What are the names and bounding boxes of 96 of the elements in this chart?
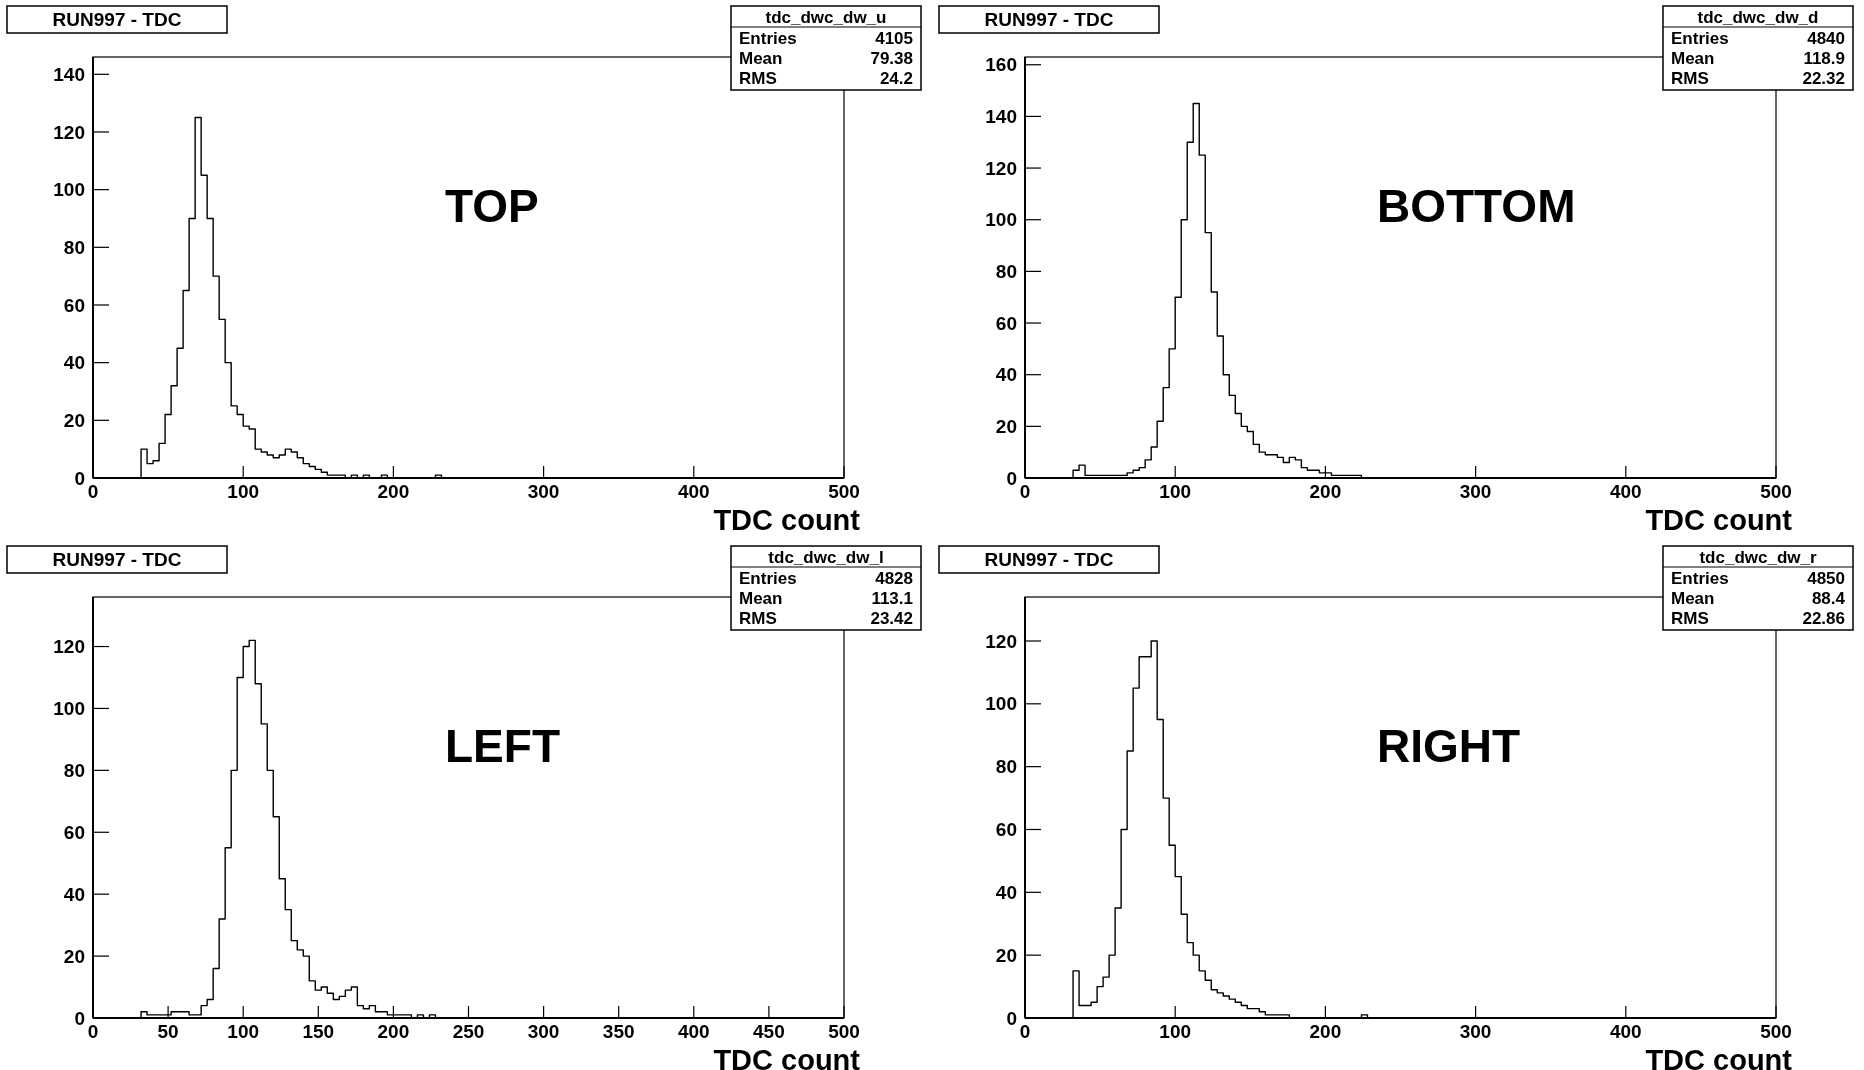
y-tick-label: 100 bbox=[53, 698, 85, 720]
x-tick-label: 100 bbox=[1159, 481, 1192, 502]
text: 113.1 bbox=[871, 589, 913, 608]
y-tick-label: 100 bbox=[985, 209, 1017, 231]
y-tick-label: 60 bbox=[995, 312, 1017, 334]
text: 88.4 bbox=[1811, 589, 1846, 608]
x-tick-label: 300 bbox=[1459, 1021, 1492, 1042]
x-tick-label: 250 bbox=[452, 1021, 485, 1042]
y-tick-label: 40 bbox=[995, 881, 1017, 903]
annotation: Mean bbox=[739, 589, 783, 608]
y-tick-label: 80 bbox=[63, 760, 85, 781]
x-tick-label: 50 bbox=[157, 1021, 179, 1042]
x-tick-label: 200 bbox=[1309, 481, 1342, 502]
x-tick-label: 500 bbox=[828, 1021, 860, 1042]
y-tick-label: 60 bbox=[63, 821, 85, 843]
text: 4105 bbox=[875, 29, 913, 48]
x-tick-label: 100 bbox=[227, 1021, 260, 1042]
x-tick-label: 500 bbox=[1760, 1021, 1792, 1042]
x-axis-title: TDC count bbox=[713, 504, 861, 536]
x-tick-label: 450 bbox=[753, 1021, 785, 1042]
text: 22.32 bbox=[1802, 69, 1845, 88]
x-tick-label: 300 bbox=[527, 481, 560, 502]
x-tick-label: 350 bbox=[602, 1021, 635, 1042]
x-tick-label: 400 bbox=[677, 1021, 710, 1042]
chart-title: RUN997 - TDC bbox=[52, 549, 182, 570]
text: 24.2 bbox=[879, 69, 913, 88]
x-tick-label: 400 bbox=[1609, 1021, 1642, 1042]
text: Entries bbox=[739, 29, 797, 48]
y-tick-label: 80 bbox=[63, 236, 85, 258]
y-tick-label: 20 bbox=[995, 415, 1017, 437]
annotation: RMS bbox=[1671, 609, 1709, 628]
x-tick-label: 150 bbox=[302, 1021, 335, 1042]
x-axis-title: TDC count bbox=[713, 1044, 861, 1070]
x-tick-label: 400 bbox=[1609, 481, 1642, 502]
y-tick-label: 120 bbox=[53, 636, 85, 658]
text: 118.9 bbox=[1803, 49, 1845, 68]
y-tick-label: 80 bbox=[995, 261, 1017, 283]
annotation: LEFT bbox=[445, 720, 560, 772]
text: Entries bbox=[739, 569, 797, 588]
x-tick-label: 200 bbox=[377, 481, 410, 502]
x-tick-label: 500 bbox=[1760, 481, 1792, 502]
x-tick-label: 200 bbox=[377, 1021, 410, 1042]
chart-subtitle: tdc_dwc_dw_r bbox=[1699, 548, 1817, 567]
chart-subtitle: tdc_dwc_dw_l bbox=[768, 548, 884, 567]
x-tick-label: 0 bbox=[1019, 481, 1031, 502]
annotation: RMS bbox=[1671, 69, 1709, 88]
x-tick-label: 0 bbox=[1019, 1021, 1031, 1042]
annotation: Mean bbox=[1671, 589, 1715, 608]
annotation: Mean bbox=[739, 49, 783, 68]
text: 4828 bbox=[875, 569, 913, 588]
y-tick-label: 120 bbox=[53, 121, 85, 143]
chart-subtitle: tdc_dwc_dw_u bbox=[765, 8, 887, 27]
x-tick-label: 0 bbox=[87, 1021, 99, 1042]
y-tick-label: 20 bbox=[63, 945, 85, 967]
x-tick-label: 500 bbox=[828, 481, 860, 502]
y-tick-label: 40 bbox=[63, 352, 85, 374]
annotation: RMS bbox=[739, 69, 777, 88]
y-tick-label: 20 bbox=[63, 409, 85, 431]
y-tick-label: 60 bbox=[63, 294, 85, 316]
annotation: TOP bbox=[445, 180, 539, 232]
y-tick-label: 40 bbox=[995, 364, 1017, 386]
y-tick-label: 160 bbox=[985, 54, 1017, 76]
annotation: RIGHT bbox=[1377, 720, 1521, 772]
text: Entries bbox=[1671, 29, 1729, 48]
annotation: RMS bbox=[739, 609, 777, 628]
chart-title: RUN997 - TDC bbox=[984, 9, 1114, 30]
x-tick-label: 100 bbox=[1159, 1021, 1192, 1042]
text: Entries bbox=[1671, 569, 1729, 588]
text: 4850 bbox=[1807, 569, 1845, 588]
text: 79.38 bbox=[870, 49, 913, 68]
x-axis-title: TDC count bbox=[1645, 504, 1793, 536]
chart-title: RUN997 - TDC bbox=[52, 9, 182, 30]
y-tick-label: 100 bbox=[53, 179, 85, 201]
y-tick-label: 20 bbox=[995, 944, 1017, 966]
y-tick-label: 140 bbox=[985, 106, 1017, 128]
x-tick-label: 300 bbox=[527, 1021, 560, 1042]
text: 4840 bbox=[1807, 29, 1845, 48]
annotation: BOTTOM bbox=[1377, 180, 1576, 232]
y-tick-label: 80 bbox=[995, 756, 1017, 778]
chart-subtitle: tdc_dwc_dw_d bbox=[1697, 8, 1819, 27]
x-tick-label: 400 bbox=[677, 481, 710, 502]
y-tick-label: 140 bbox=[53, 63, 85, 85]
y-tick-label: 120 bbox=[985, 157, 1017, 179]
y-tick-label: 40 bbox=[63, 883, 85, 905]
x-tick-label: 0 bbox=[87, 481, 99, 502]
y-tick-label: 100 bbox=[985, 693, 1017, 715]
y-tick-label: 60 bbox=[995, 819, 1017, 841]
chart-title: RUN997 - TDC bbox=[984, 549, 1114, 570]
text: 22.86 bbox=[1802, 609, 1845, 628]
y-tick-label: 120 bbox=[985, 630, 1017, 652]
x-tick-label: 100 bbox=[227, 481, 260, 502]
x-tick-label: 300 bbox=[1459, 481, 1492, 502]
annotation: Mean bbox=[1671, 49, 1715, 68]
x-tick-label: 200 bbox=[1309, 1021, 1342, 1042]
x-axis-title: TDC count bbox=[1645, 1044, 1793, 1070]
text: 23.42 bbox=[870, 609, 913, 628]
